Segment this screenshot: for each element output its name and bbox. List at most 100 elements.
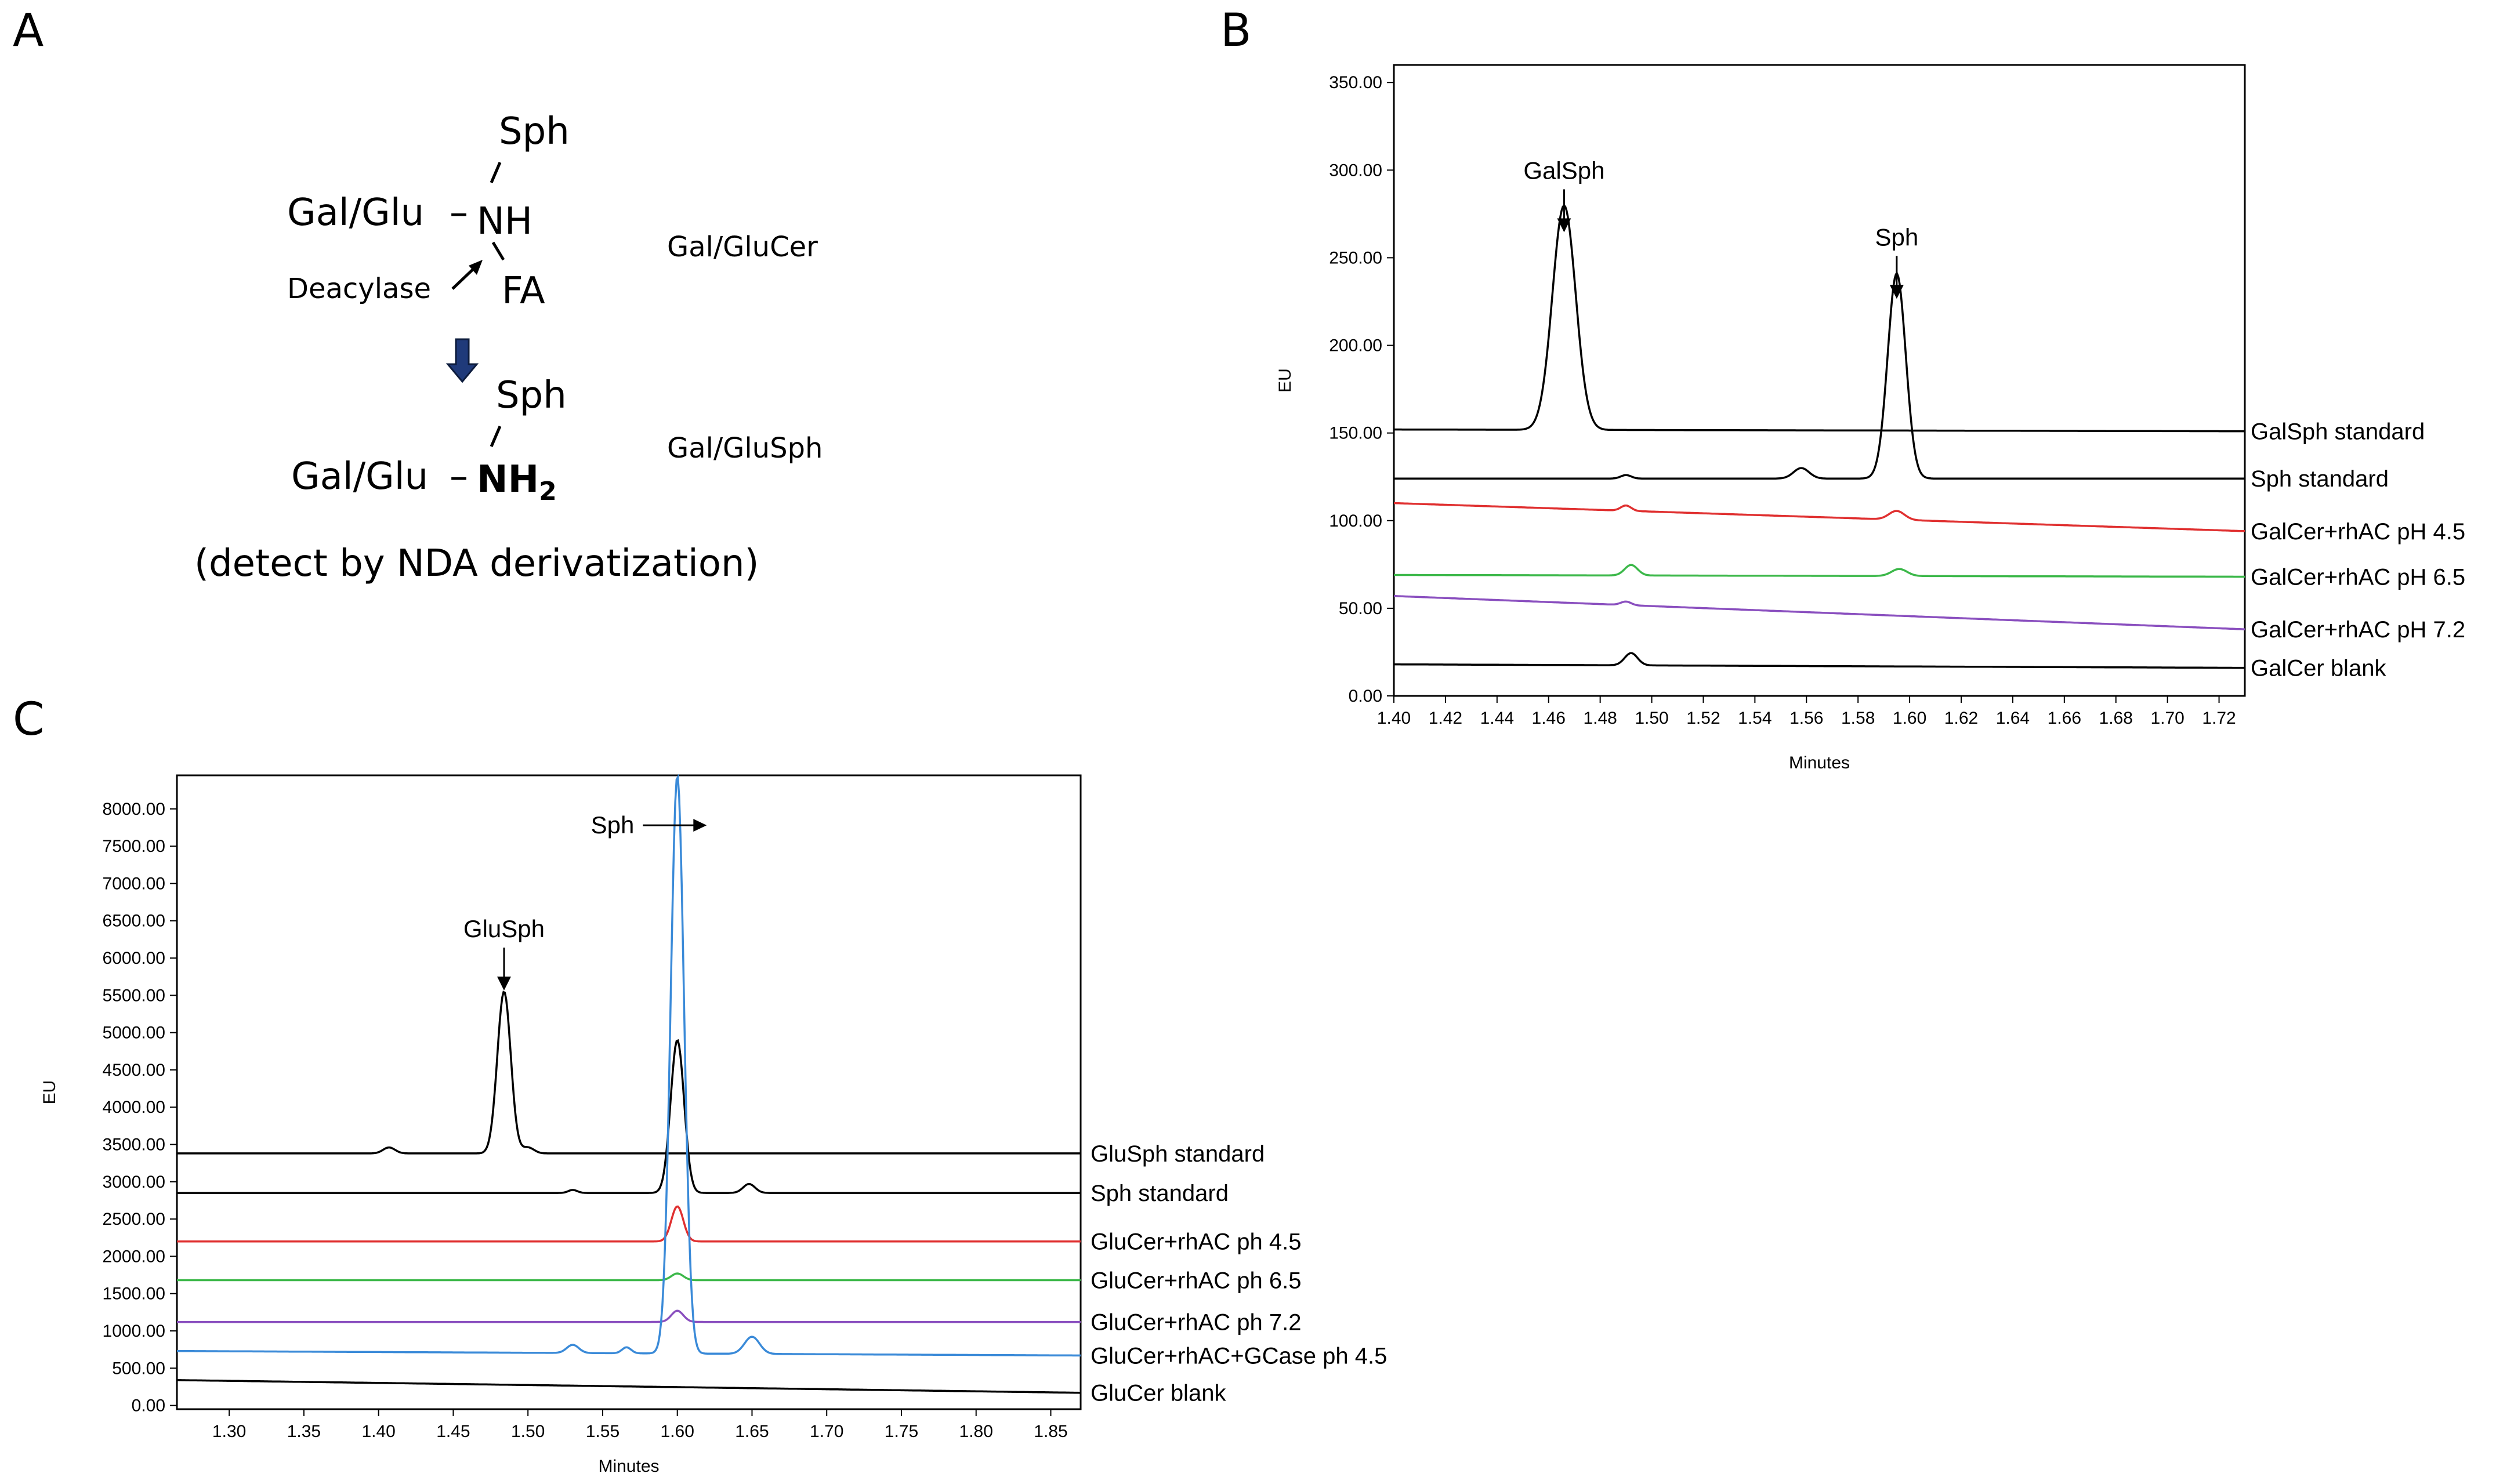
trace-glucer-rhac-ph-4-5 bbox=[177, 1205, 1081, 1243]
y-tick-label: 0.00 bbox=[1349, 687, 1382, 706]
plot-frame bbox=[1393, 64, 2246, 697]
trace-label-galcer-blank: GalCer blank bbox=[2251, 656, 2386, 681]
bond-sph-nh-bottom bbox=[490, 426, 502, 447]
trace-glucer-rhac-gcase-ph-4-5 bbox=[177, 774, 1081, 1357]
sph-top-label: Sph bbox=[499, 110, 570, 153]
y-tick-label: 5000.00 bbox=[103, 1024, 165, 1043]
x-tick-label: 1.66 bbox=[2048, 709, 2081, 728]
trace-label-galcer-rhac-ph-6-5: GalCer+rhAC pH 6.5 bbox=[2251, 564, 2465, 590]
annotation-arrowhead bbox=[497, 977, 511, 991]
trace-label-glucer-rhac-ph-4-5: GluCer+rhAC ph 4.5 bbox=[1091, 1229, 1302, 1255]
trace-galsph-standard bbox=[1394, 204, 2245, 433]
y-tick-label: 7500.00 bbox=[103, 837, 165, 856]
dash-bottom: – bbox=[450, 455, 468, 498]
x-tick-label: 1.30 bbox=[212, 1422, 246, 1441]
x-tick-label: 1.80 bbox=[959, 1422, 993, 1441]
x-tick-label: 1.70 bbox=[2150, 709, 2184, 728]
x-tick-label: 1.44 bbox=[1480, 709, 1514, 728]
reaction-arrow-icon bbox=[445, 338, 479, 383]
nh2-label: NH2 bbox=[477, 458, 557, 506]
sph-bottom-label: Sph bbox=[496, 374, 567, 417]
trace-galcer-rhac-ph-4-5 bbox=[1394, 502, 2245, 532]
y-tick-label: 6500.00 bbox=[103, 912, 165, 931]
y-tick-label: 300.00 bbox=[1329, 161, 1382, 180]
galglu-top-label: Gal/Glu bbox=[287, 191, 425, 234]
y-tick-label: 150.00 bbox=[1329, 424, 1382, 443]
x-tick-label: 1.68 bbox=[2099, 709, 2133, 728]
trace-glucer-rhac-ph-7-2 bbox=[177, 1309, 1081, 1323]
trace-galcer-rhac-ph-7-2 bbox=[1393, 594, 2245, 630]
y-tick-label: 500.00 bbox=[112, 1359, 165, 1378]
y-tick-label: 5500.00 bbox=[103, 986, 165, 1005]
x-tick-label: 1.50 bbox=[511, 1422, 545, 1441]
y-tick-label: 2000.00 bbox=[103, 1247, 165, 1266]
panel-letter-b: B bbox=[1220, 5, 1252, 57]
detect-note: (detect by NDA derivatization) bbox=[194, 542, 759, 585]
annotation-arrowhead bbox=[693, 819, 707, 832]
annotation-glusph: GluSph bbox=[463, 915, 545, 942]
annotation-arrowhead bbox=[1557, 218, 1571, 233]
x-tick-label: 1.85 bbox=[1034, 1422, 1067, 1441]
trace-label-sph-standard: Sph standard bbox=[2251, 466, 2389, 492]
x-tick-label: 1.35 bbox=[287, 1422, 321, 1441]
panel-letter-c: C bbox=[13, 694, 45, 746]
trace-label-glucer-rhac-ph-7-2: GluCer+rhAC ph 7.2 bbox=[1091, 1310, 1302, 1336]
x-tick-label: 1.40 bbox=[1377, 709, 1411, 728]
plot-frame bbox=[176, 774, 1082, 1410]
x-tick-label: 1.46 bbox=[1532, 709, 1566, 728]
trace-label-glucer-rhac-ph-6-5: GluCer+rhAC ph 6.5 bbox=[1091, 1268, 1302, 1294]
x-tick-label: 1.64 bbox=[1996, 709, 2030, 728]
galglu-bottom-label: Gal/Glu bbox=[291, 455, 429, 498]
y-tick-label: 7000.00 bbox=[103, 874, 165, 893]
nh2-subscript: 2 bbox=[539, 476, 557, 506]
trace-glusph-standard bbox=[177, 990, 1081, 1155]
y-tick-label: 2500.00 bbox=[103, 1210, 165, 1229]
y-tick-label: 1500.00 bbox=[103, 1285, 165, 1304]
gal-glucer-label: Gal/GluCer bbox=[667, 231, 818, 263]
y-tick-label: 3500.00 bbox=[103, 1135, 165, 1155]
deacylase-arrow bbox=[451, 266, 477, 290]
fa-label: FA bbox=[502, 270, 545, 313]
trace-sph-standard bbox=[1394, 272, 2245, 480]
trace-label-sph-standard: Sph standard bbox=[1091, 1181, 1229, 1206]
x-tick-label: 1.60 bbox=[660, 1422, 694, 1441]
x-tick-label: 1.42 bbox=[1429, 709, 1462, 728]
trace-galcer-rhac-ph-6-5 bbox=[1394, 564, 2245, 578]
trace-label-galcer-rhac-ph-7-2: GalCer+rhAC pH 7.2 bbox=[2251, 617, 2465, 643]
y-axis-label: EU bbox=[40, 1080, 59, 1105]
x-tick-label: 1.62 bbox=[1944, 709, 1978, 728]
x-tick-label: 1.52 bbox=[1686, 709, 1720, 728]
deacylase-arrowhead bbox=[469, 260, 483, 275]
trace-label-glucer-blank: GluCer blank bbox=[1091, 1381, 1226, 1406]
panel-letter-a: A bbox=[13, 5, 44, 57]
dash-top: – bbox=[450, 191, 468, 234]
x-tick-label: 1.48 bbox=[1583, 709, 1617, 728]
bond-sph-nh-top bbox=[490, 162, 502, 183]
y-tick-label: 50.00 bbox=[1339, 599, 1382, 618]
bond-nh-fa bbox=[491, 241, 505, 261]
annotation-arrowhead bbox=[1889, 285, 1904, 299]
y-tick-label: 8000.00 bbox=[103, 800, 165, 819]
y-tick-label: 4000.00 bbox=[103, 1098, 165, 1117]
x-tick-label: 1.65 bbox=[735, 1422, 769, 1441]
y-tick-label: 6000.00 bbox=[103, 949, 165, 968]
y-tick-label: 350.00 bbox=[1329, 73, 1382, 92]
y-tick-label: 250.00 bbox=[1329, 248, 1382, 267]
x-tick-label: 1.54 bbox=[1738, 709, 1772, 728]
y-tick-label: 100.00 bbox=[1329, 511, 1382, 531]
y-axis-label: EU bbox=[1276, 368, 1295, 393]
x-tick-label: 1.55 bbox=[586, 1422, 620, 1441]
scheme-bonds bbox=[445, 162, 505, 447]
y-tick-label: 0.00 bbox=[132, 1396, 165, 1416]
trace-label-galcer-rhac-ph-4-5: GalCer+rhAC pH 4.5 bbox=[2251, 519, 2465, 545]
x-tick-label: 1.56 bbox=[1789, 709, 1823, 728]
deacylase-label: Deacylase bbox=[287, 273, 431, 305]
annotation-galsph: GalSph bbox=[1523, 157, 1604, 184]
x-tick-label: 1.72 bbox=[2202, 709, 2236, 728]
y-tick-label: 1000.00 bbox=[103, 1322, 165, 1341]
annotation-sph: Sph bbox=[591, 811, 635, 839]
trace-label-glusph-standard: GluSph standard bbox=[1091, 1141, 1265, 1167]
x-tick-label: 1.75 bbox=[885, 1422, 918, 1441]
x-axis-label: Minutes bbox=[598, 1457, 659, 1476]
